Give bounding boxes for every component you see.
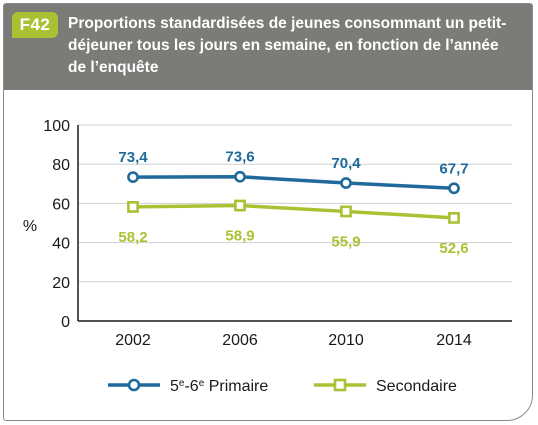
data-point	[340, 205, 352, 218]
x-tick-label: 2010	[328, 332, 364, 349]
series-line-1	[132, 174, 455, 191]
data-label: 73,4	[118, 149, 148, 166]
data-label: 58,2	[118, 229, 147, 246]
data-point	[448, 182, 460, 195]
data-point	[127, 171, 139, 184]
figure-header: F42 Proportions standardisées de jeunes …	[4, 4, 532, 90]
data-label: 70,4	[331, 155, 361, 172]
data-label: 55,9	[331, 233, 360, 250]
y-axis-label: %	[23, 218, 37, 235]
data-label: 67,7	[439, 160, 468, 177]
data-labels: 73,4 73,6 70,4 67,7 58,2 58,9 55,9 52,6	[118, 149, 468, 257]
data-point	[127, 201, 139, 213]
series-line-2	[132, 203, 455, 220]
legend-marker-secondaire	[333, 378, 347, 392]
x-tick-label: 2006	[222, 332, 258, 349]
y-tick-label: 20	[52, 275, 70, 292]
y-tick-label: 60	[52, 196, 70, 213]
legend-label-secondaire: Secondaire	[376, 378, 457, 395]
x-tick-label: 2002	[115, 332, 151, 349]
figure-badge: F42	[12, 12, 58, 38]
data-point	[448, 212, 460, 224]
figure-frame: F42 Proportions standardisées de jeunes …	[3, 3, 533, 421]
y-tick-label: 40	[52, 236, 70, 253]
axes: 0 20 40 60 80 100 2002 2006 2010 2014	[43, 118, 512, 349]
series-lines	[127, 170, 460, 224]
x-tick-label: 2014	[436, 332, 472, 349]
legend-label-primaire: 5e-6e Primaire	[170, 378, 268, 396]
y-tick-label: 100	[43, 118, 70, 135]
data-point	[234, 199, 246, 212]
data-point	[234, 170, 246, 183]
data-label: 73,6	[225, 149, 254, 166]
y-tick-label: 80	[52, 157, 70, 174]
grid-lines	[78, 124, 512, 283]
data-point	[340, 177, 352, 189]
legend: 5e-6e Primaire Secondaire	[108, 378, 457, 396]
data-label: 58,9	[225, 228, 254, 245]
legend-marker-primaire	[127, 378, 141, 392]
y-tick-label: 0	[61, 314, 70, 331]
data-label: 52,6	[439, 240, 468, 257]
figure-title: Proportions standardisées de jeunes cons…	[68, 15, 507, 76]
